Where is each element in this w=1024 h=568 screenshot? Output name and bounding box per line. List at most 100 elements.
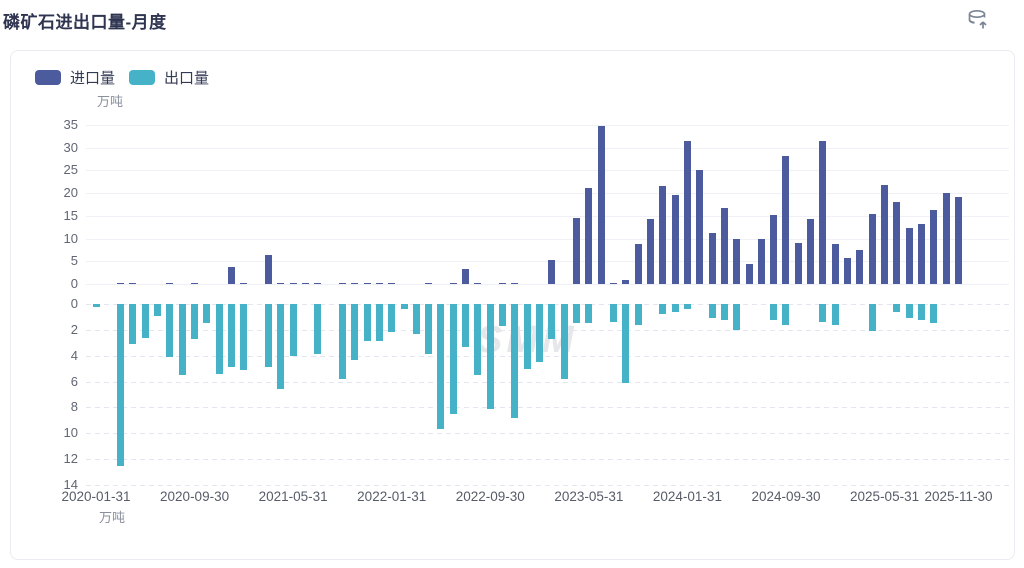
import-bar[interactable] [831, 244, 839, 284]
export-bar[interactable] [585, 304, 593, 324]
export-bar[interactable] [215, 304, 223, 374]
export-bar[interactable] [289, 304, 297, 356]
export-bar[interactable] [634, 304, 642, 325]
export-bar[interactable] [240, 304, 248, 370]
import-bar[interactable] [449, 283, 457, 284]
export-bar[interactable] [720, 304, 728, 320]
export-bar[interactable] [609, 304, 617, 323]
export-bar[interactable] [560, 304, 568, 379]
export-bar[interactable] [622, 304, 630, 383]
export-bar[interactable] [338, 304, 346, 379]
export-bar[interactable] [474, 304, 482, 376]
export-bar[interactable] [178, 304, 186, 376]
export-bar[interactable] [363, 304, 371, 342]
import-bar[interactable] [844, 257, 852, 284]
export-bar[interactable] [782, 304, 790, 325]
import-bar[interactable] [646, 218, 654, 284]
import-bar[interactable] [609, 282, 617, 284]
export-bar[interactable] [437, 304, 445, 430]
export-bar[interactable] [770, 304, 778, 320]
import-bar[interactable] [425, 283, 433, 284]
export-bar[interactable] [893, 304, 901, 312]
import-bar[interactable] [930, 210, 938, 284]
export-bar[interactable] [831, 304, 839, 325]
export-bar[interactable] [708, 304, 716, 319]
import-bar[interactable] [264, 255, 272, 284]
export-bar[interactable] [499, 304, 507, 326]
import-bar[interactable] [671, 194, 679, 284]
export-bar[interactable] [141, 304, 149, 338]
import-bar[interactable] [720, 207, 728, 284]
import-bar[interactable] [708, 233, 716, 284]
import-bar[interactable] [338, 283, 346, 284]
import-bar[interactable] [573, 218, 581, 284]
data-export-button[interactable] [964, 6, 994, 36]
import-bar[interactable] [474, 283, 482, 284]
export-bar[interactable] [191, 304, 199, 339]
export-bar[interactable] [228, 304, 236, 368]
export-bar[interactable] [918, 304, 926, 320]
export-bar[interactable] [523, 304, 531, 369]
import-bar[interactable] [634, 244, 642, 284]
export-bar[interactable] [154, 304, 162, 316]
import-bar[interactable] [659, 186, 667, 284]
export-bar[interactable] [412, 304, 420, 334]
import-bar[interactable] [733, 239, 741, 284]
import-bar[interactable] [782, 155, 790, 284]
export-bar[interactable] [671, 304, 679, 312]
import-bar[interactable] [388, 283, 396, 284]
import-bar[interactable] [868, 213, 876, 284]
legend-item-exports[interactable]: 出口量 [129, 67, 209, 88]
import-bar[interactable] [301, 283, 309, 284]
export-bar[interactable] [400, 304, 408, 310]
export-bar[interactable] [819, 304, 827, 323]
import-bar[interactable] [314, 283, 322, 284]
import-bar[interactable] [228, 267, 236, 284]
import-bar[interactable] [770, 215, 778, 284]
export-bar[interactable] [351, 304, 359, 360]
export-bar[interactable] [868, 304, 876, 332]
import-bar[interactable] [942, 193, 950, 284]
export-bar[interactable] [388, 304, 396, 333]
export-bar[interactable] [264, 304, 272, 368]
import-bar[interactable] [622, 279, 630, 284]
import-bar[interactable] [585, 187, 593, 284]
import-bar[interactable] [351, 283, 359, 284]
export-bar[interactable] [203, 304, 211, 324]
import-bar[interactable] [375, 283, 383, 284]
import-bar[interactable] [757, 239, 765, 284]
import-bar[interactable] [191, 283, 199, 284]
import-bar[interactable] [745, 264, 753, 284]
export-bar[interactable] [117, 304, 125, 466]
import-bar[interactable] [240, 283, 248, 284]
export-bar[interactable] [930, 304, 938, 324]
import-bar[interactable] [289, 282, 297, 284]
export-bar[interactable] [536, 304, 544, 363]
export-bar[interactable] [277, 304, 285, 390]
import-bar[interactable] [881, 184, 889, 284]
import-bar[interactable] [893, 201, 901, 284]
export-bar[interactable] [486, 304, 494, 409]
export-bar[interactable] [314, 304, 322, 355]
import-bar[interactable] [129, 283, 137, 284]
export-bar[interactable] [425, 304, 433, 355]
import-bar[interactable] [548, 260, 556, 284]
import-bar[interactable] [905, 228, 913, 284]
import-bar[interactable] [277, 283, 285, 284]
legend-item-imports[interactable]: 进口量 [35, 67, 115, 88]
import-bar[interactable] [117, 283, 125, 284]
import-bar[interactable] [819, 140, 827, 284]
export-bar[interactable] [659, 304, 667, 315]
import-bar[interactable] [918, 224, 926, 284]
export-bar[interactable] [573, 304, 581, 324]
import-bar[interactable] [597, 125, 605, 284]
export-bar[interactable] [548, 304, 556, 339]
export-bar[interactable] [462, 304, 470, 347]
import-bar[interactable] [696, 170, 704, 284]
import-bar[interactable] [363, 283, 371, 284]
export-bar[interactable] [129, 304, 137, 345]
import-bar[interactable] [794, 243, 802, 284]
import-bar[interactable] [954, 197, 962, 284]
export-bar[interactable] [166, 304, 174, 357]
import-bar[interactable] [856, 249, 864, 284]
